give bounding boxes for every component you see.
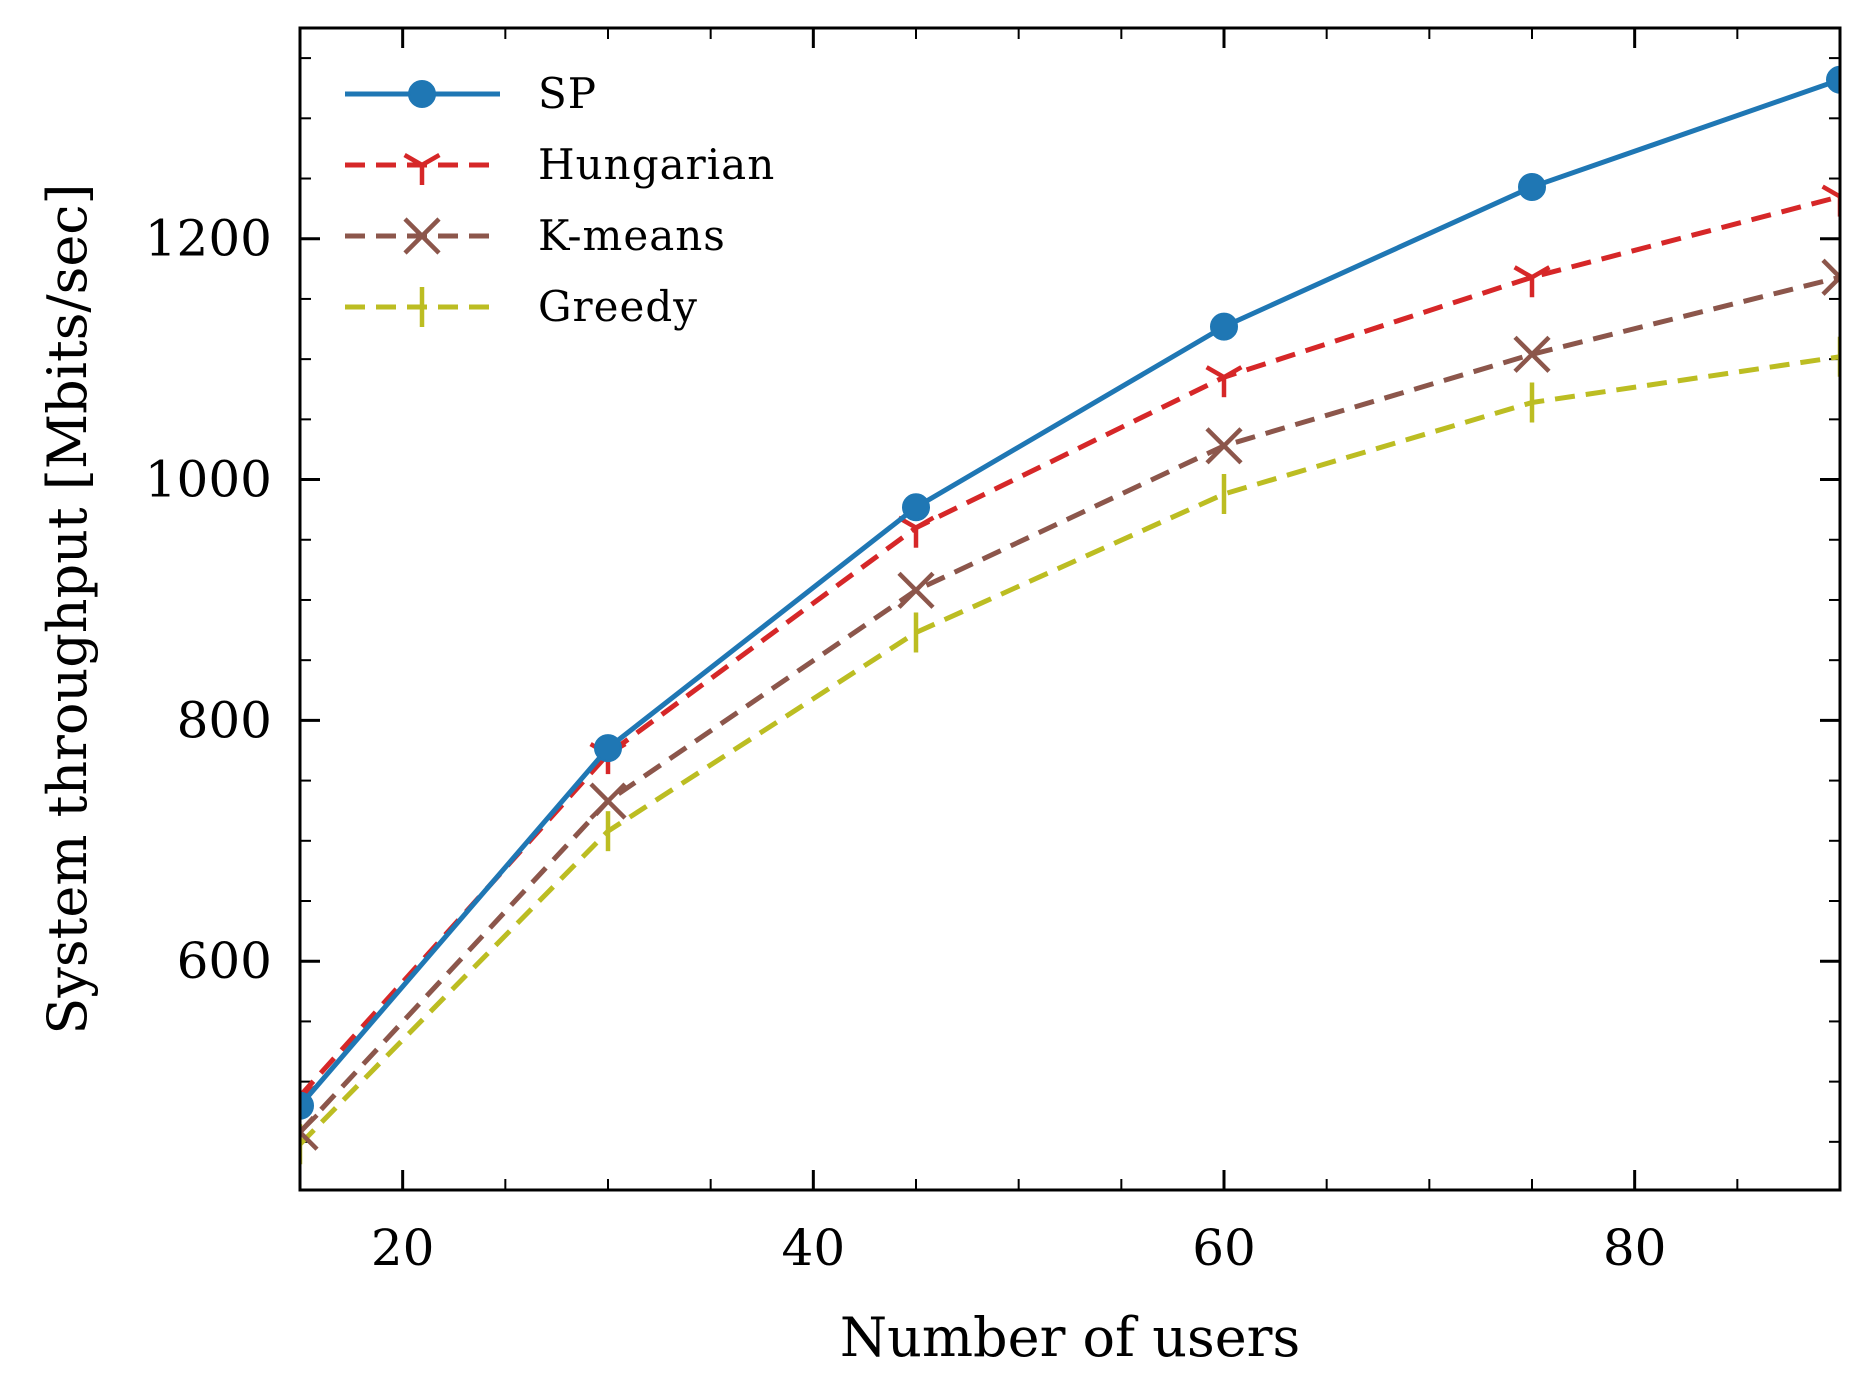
- x-tick-label: 40: [782, 1219, 846, 1277]
- marker-stroke: [1513, 335, 1551, 373]
- y-axis-label: System throughput [Mbits/sec]: [36, 183, 99, 1034]
- legend-entry-k-means: K-means: [345, 211, 726, 260]
- tick-marks: [299, 28, 1841, 1190]
- marker-stroke: [300, 1129, 319, 1151]
- legend-label-k-means: K-means: [538, 211, 726, 260]
- x-tick-label: 80: [1603, 1219, 1667, 1277]
- marker-stroke: [403, 153, 424, 167]
- legend-label-sp: SP: [538, 69, 597, 118]
- x-tick-label: 20: [371, 1219, 435, 1277]
- marker-stroke: [1821, 184, 1840, 199]
- series-sp: [300, 65, 1840, 1120]
- marker-stroke: [1821, 258, 1840, 281]
- legend-marker-k-means: [403, 217, 441, 255]
- series-k-means: [300, 258, 1840, 1151]
- data-point-k-means: [1205, 427, 1243, 465]
- marker-circle: [1210, 312, 1238, 341]
- data-point-sp: [300, 1091, 314, 1120]
- series-line-hungarian: [300, 194, 1840, 1098]
- data-point-k-means: [589, 782, 627, 820]
- data-point-sp: [594, 734, 622, 763]
- x-tick-label: 60: [1192, 1219, 1256, 1277]
- marker-stroke: [1222, 365, 1243, 380]
- data-point-k-means: [1821, 258, 1840, 296]
- marker-circle: [1518, 172, 1546, 201]
- legend: SP Hungarian K-means Greedy: [345, 69, 775, 331]
- marker-stroke: [1530, 265, 1551, 280]
- marker-circle: [300, 1091, 314, 1120]
- legend-marker-hungarian: [403, 153, 441, 185]
- data-point-k-means: [897, 571, 935, 609]
- marker-stroke: [1205, 365, 1226, 380]
- x-tick-labels: 20 40 60 80: [371, 1219, 1667, 1277]
- marker-stroke: [897, 571, 935, 609]
- marker-stroke: [914, 515, 935, 530]
- marker-stroke: [1513, 265, 1534, 280]
- data-point-sp: [1826, 65, 1840, 94]
- legend-label-greedy: Greedy: [538, 282, 698, 331]
- marker-circle: [1826, 65, 1840, 94]
- marker-stroke: [403, 217, 441, 255]
- marker-circle: [408, 80, 436, 108]
- legend-entry-sp: SP: [345, 69, 597, 118]
- data-point-k-means: [300, 1113, 319, 1151]
- data-point-k-means: [1513, 335, 1551, 373]
- marker-circle: [594, 734, 622, 763]
- series-greedy: [300, 336, 1840, 1165]
- series-line-greedy: [300, 354, 1840, 1146]
- data-point-sp: [1518, 172, 1546, 201]
- marker-stroke: [300, 1113, 319, 1136]
- y-tick-label: 800: [177, 691, 272, 749]
- legend-label-hungarian: Hungarian: [538, 140, 775, 189]
- marker-stroke: [1838, 193, 1840, 197]
- marker-circle: [902, 493, 930, 522]
- x-axis-label: Number of users: [840, 1306, 1300, 1369]
- series-layer: [300, 65, 1840, 1165]
- marker-stroke: [420, 153, 441, 167]
- y-tick-label: 1200: [145, 210, 272, 268]
- series-line-sp: [300, 77, 1840, 1108]
- y-tick-label: 600: [177, 932, 272, 990]
- data-point-hungarian: [1205, 365, 1243, 398]
- plot-frame: [298, 26, 1842, 1192]
- legend-entry-greedy: Greedy: [345, 282, 698, 331]
- data-point-hungarian: [1821, 184, 1840, 217]
- y-tick-label: 1000: [145, 451, 272, 509]
- data-point-hungarian: [897, 515, 935, 548]
- series-line-k-means: [300, 274, 1840, 1134]
- legend-entry-hungarian: Hungarian: [345, 140, 775, 189]
- marker-stroke: [589, 782, 627, 820]
- series-hungarian: [300, 184, 1840, 1117]
- marker-stroke: [1205, 427, 1243, 465]
- legend-marker-sp: [408, 80, 436, 108]
- marker-stroke: [300, 1093, 302, 1097]
- data-point-sp: [902, 493, 930, 522]
- data-point-sp: [1210, 312, 1238, 341]
- data-point-hungarian: [1513, 265, 1551, 298]
- y-tick-labels: 600 800 1000 1200: [145, 210, 272, 990]
- marker-stroke: [1821, 274, 1840, 296]
